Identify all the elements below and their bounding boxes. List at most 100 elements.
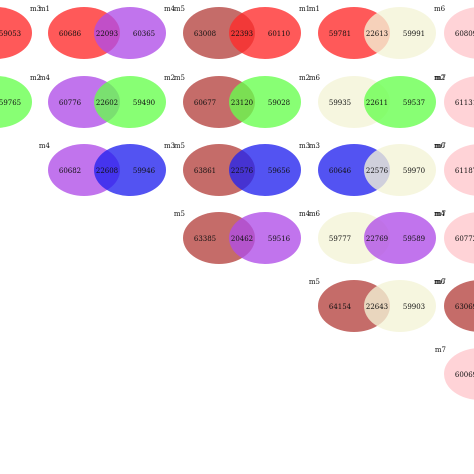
set-a-only-count: 60776 [59,99,82,107]
set-a-label: m6 [309,74,321,82]
venn-pair: 59053 m3 [0,5,41,59]
intersection-count: 22093 [96,30,118,38]
venn-pair: 59777 22769 59589 m6 m4 [309,210,446,264]
set-a-only-count: 60646 [329,167,352,175]
set-b-only-count: 59970 [403,167,425,175]
set-a-ellipse [444,212,474,264]
set-a-only-count: 59781 [329,30,351,38]
venn-pair: 60686 22093 60365 m1 m4 [39,5,176,59]
venn-pair: 63861 22576 59656 m5 m3 [174,142,310,196]
set-a-ellipse [444,7,474,59]
set-a-label: m5 [174,142,185,150]
set-a-label: m5 [174,5,185,13]
set-b-only-count: 59946 [133,167,156,175]
venn-pair: 60677 23120 59028 m5 m2 [174,74,310,128]
set-b-label: m2 [434,74,445,82]
set-a-label: m1 [309,5,320,13]
set-b-label: m3 [164,142,175,150]
set-b-only-count: 60365 [133,30,155,38]
set-a-only-count: 64154 [329,303,352,311]
set-b-ellipse [94,144,166,196]
venn-pair: 63008 22393 60110 m5 m1 [174,5,310,59]
intersection-count: 22602 [96,99,118,107]
set-b-only-count: 59589 [403,235,425,243]
set-a-only-count: 60069 [455,371,474,379]
set-b-ellipse [229,76,301,128]
set-b-label: m6 [434,278,446,286]
set-b-label: m2 [164,74,175,82]
set-b-ellipse [0,76,32,128]
set-b-only-count: 59053 [0,30,21,38]
set-b-label: m1 [299,5,310,13]
set-b-label: m4 [434,210,446,218]
set-b-label: m6 [434,142,446,150]
venn-pair: 63069 m7 [435,278,474,332]
venn-pair: 63385 20462 59516 m5 m4 [174,210,311,264]
venn-pair: 59765 m2 [0,74,41,128]
set-a-label: m3 [309,142,320,150]
set-a-label: m5 [174,74,185,82]
intersection-count: 22769 [366,235,388,243]
set-b-ellipse [0,7,32,59]
intersection-count: 20462 [231,235,253,243]
set-a-label: m4 [39,74,51,82]
set-b-ellipse [364,76,436,128]
set-b-only-count: 59765 [0,99,21,107]
set-b-ellipse [364,7,436,59]
venn-pair: 59781 22613 59991 m1 m6 [309,5,446,59]
set-a-only-count: 63385 [194,235,216,243]
set-a-label: m7 [435,74,446,82]
set-b-ellipse [229,212,301,264]
set-a-label: m5 [309,278,320,286]
set-b-only-count: 59537 [403,99,425,107]
set-a-only-count: 60686 [59,30,82,38]
set-a-only-count: 59777 [329,235,351,243]
set-b-only-count: 59490 [133,99,155,107]
set-b-label: m2 [30,74,41,82]
intersection-count: 22576 [231,167,254,175]
set-b-ellipse [229,144,301,196]
set-b-label: m2 [299,74,310,82]
set-a-label: m6 [309,210,321,218]
set-a-label: m7 [435,278,446,286]
venn-pair: 59935 22611 59537 m6 m2 [309,74,445,128]
venn-pair: 60646 22576 59970 m3 m6 [309,142,446,196]
venn-pair: 60069 m7 [435,346,474,400]
set-b-label: m6 [434,5,446,13]
set-b-only-count: 59028 [268,99,290,107]
set-a-label: m7 [435,346,446,354]
set-a-only-count: 60772 [455,235,474,243]
set-a-only-count: 60682 [59,167,81,175]
intersection-count: 22576 [366,167,389,175]
set-b-ellipse [364,212,436,264]
intersection-count: 22393 [231,30,253,38]
set-b-only-count: 59656 [268,167,291,175]
set-a-ellipse [444,280,474,332]
set-a-ellipse [444,144,474,196]
set-b-label: m3 [299,142,310,150]
set-a-label: m7 [435,210,446,218]
intersection-count: 22608 [96,167,118,175]
set-a-label: m4 [39,142,51,150]
set-a-only-count: 63861 [194,167,216,175]
set-a-only-count: 63008 [194,30,216,38]
set-b-ellipse [364,144,436,196]
set-b-only-count: 59516 [268,235,291,243]
set-a-only-count: 60809 [455,30,474,38]
set-b-only-count: 59903 [403,303,425,311]
venn-pair: 60772 m7 [435,210,474,264]
intersection-count: 22611 [366,99,388,107]
set-a-only-count: 59935 [329,99,351,107]
venn-pair: 60809 [444,7,474,59]
set-a-only-count: 61187 [455,167,474,175]
set-b-ellipse [94,76,166,128]
set-a-only-count: 61131 [455,99,474,107]
intersection-count: 22613 [366,30,388,38]
set-b-only-count: 60110 [268,30,290,38]
set-a-only-count: 60677 [194,99,216,107]
set-a-ellipse [444,76,474,128]
venn-pair: 64154 22643 59903 m5 m6 [309,278,446,332]
set-b-ellipse [94,7,166,59]
venn-pair: 60682 22608 59946 m4 m3 [39,142,175,196]
